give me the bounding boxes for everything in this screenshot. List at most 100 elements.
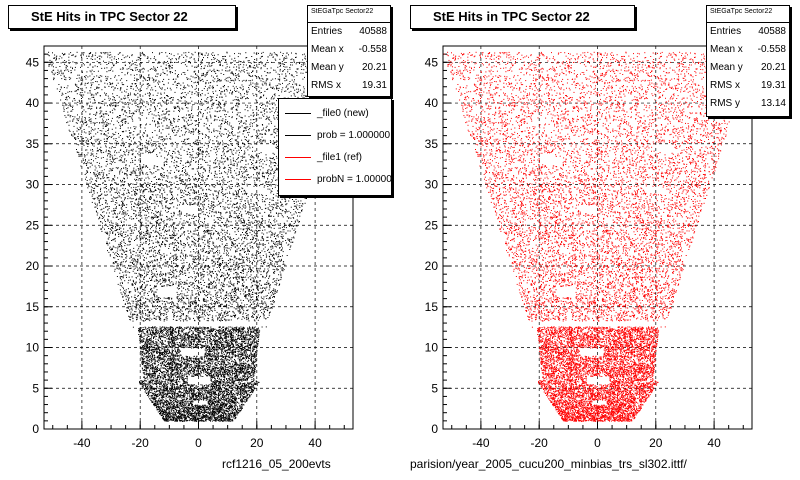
scatter-point bbox=[220, 269, 221, 270]
scatter-point bbox=[205, 344, 207, 346]
scatter-point bbox=[187, 110, 189, 112]
scatter-point bbox=[130, 183, 132, 184]
scatter-point bbox=[241, 401, 243, 403]
scatter-point bbox=[238, 115, 240, 117]
scatter-point bbox=[187, 402, 189, 404]
scatter-point bbox=[103, 172, 105, 174]
scatter-point bbox=[188, 131, 190, 133]
scatter-point bbox=[239, 411, 241, 413]
scatter-point bbox=[207, 57, 209, 59]
scatter-point bbox=[232, 389, 234, 391]
scatter-point bbox=[112, 245, 114, 247]
scatter-point bbox=[141, 68, 143, 70]
scatter-point bbox=[187, 125, 189, 126]
scatter-point bbox=[187, 148, 189, 150]
scatter-point bbox=[267, 186, 269, 187]
scatter-point bbox=[218, 404, 219, 406]
scatter-point bbox=[185, 365, 187, 367]
scatter-point bbox=[215, 184, 217, 186]
scatter-point bbox=[124, 250, 126, 252]
scatter-point bbox=[142, 172, 144, 174]
scatter-point bbox=[176, 307, 178, 309]
scatter-point bbox=[182, 96, 184, 97]
scatter-point bbox=[174, 159, 175, 161]
scatter-point bbox=[105, 149, 107, 151]
scatter-point bbox=[258, 153, 260, 154]
scatter-point bbox=[139, 327, 141, 329]
scatter-point bbox=[76, 104, 78, 106]
scatter-point bbox=[79, 126, 81, 128]
scatter-point bbox=[227, 121, 229, 122]
scatter-point bbox=[169, 87, 171, 89]
scatter-point bbox=[96, 139, 98, 141]
scatter-point bbox=[180, 234, 182, 236]
scatter-point bbox=[164, 355, 166, 357]
scatter-point bbox=[201, 62, 203, 64]
scatter-point bbox=[139, 278, 141, 280]
scatter-point bbox=[218, 79, 220, 81]
scatter-point bbox=[240, 352, 242, 354]
scatter-point bbox=[129, 107, 130, 109]
scatter-point bbox=[263, 177, 265, 179]
scatter-point bbox=[242, 401, 244, 403]
scatter-point bbox=[176, 102, 178, 104]
scatter-point bbox=[184, 256, 186, 258]
scatter-point bbox=[181, 357, 183, 359]
scatter-point bbox=[223, 245, 225, 247]
scatter-point bbox=[229, 249, 231, 251]
scatter-point bbox=[264, 261, 265, 263]
scatter-point bbox=[240, 299, 242, 301]
scatter-point bbox=[288, 243, 290, 245]
scatter-point bbox=[115, 261, 116, 263]
scatter-point bbox=[256, 330, 258, 332]
scatter-point bbox=[117, 223, 119, 225]
scatter-point bbox=[263, 233, 265, 235]
scatter-point bbox=[173, 223, 175, 225]
scatter-point bbox=[229, 237, 231, 239]
scatter-point bbox=[174, 81, 176, 83]
scatter-point bbox=[247, 328, 249, 330]
scatter-point bbox=[87, 138, 89, 140]
scatter-point bbox=[95, 158, 97, 160]
scatter-point bbox=[242, 340, 244, 342]
scatter-point bbox=[195, 152, 197, 154]
scatter-point bbox=[156, 301, 158, 303]
scatter-point bbox=[256, 193, 258, 195]
scatter-point bbox=[273, 52, 275, 54]
scatter-point bbox=[173, 256, 175, 258]
scatter-point bbox=[132, 270, 134, 272]
scatter-point bbox=[246, 377, 248, 379]
scatter-point bbox=[169, 302, 171, 303]
scatter-point bbox=[118, 117, 120, 119]
scatter-point bbox=[285, 232, 287, 234]
scatter-point bbox=[71, 134, 73, 136]
scatter-point bbox=[148, 291, 150, 293]
scatter-point bbox=[296, 204, 298, 206]
scatter-point bbox=[156, 331, 158, 333]
scatter-point bbox=[139, 236, 141, 238]
scatter-point bbox=[142, 370, 144, 371]
scatter-point bbox=[144, 233, 146, 235]
scatter-point bbox=[255, 318, 257, 320]
scatter-point bbox=[221, 282, 223, 284]
scatter-point bbox=[207, 145, 209, 146]
scatter-point bbox=[151, 364, 153, 366]
scatter-point bbox=[169, 355, 171, 357]
scatter-point bbox=[254, 329, 256, 331]
scatter-point bbox=[216, 276, 218, 278]
scatter-point bbox=[129, 66, 131, 68]
scatter-point bbox=[260, 263, 262, 265]
scatter-point bbox=[171, 397, 173, 398]
scatter-point bbox=[238, 149, 240, 151]
scatter-point bbox=[148, 75, 150, 77]
scatter-point bbox=[237, 281, 239, 283]
scatter-point bbox=[93, 71, 95, 72]
scatter-point bbox=[55, 56, 57, 58]
scatter-point bbox=[242, 395, 244, 397]
scatter-point bbox=[216, 399, 218, 401]
scatter-point bbox=[214, 420, 216, 422]
scatter-point bbox=[152, 343, 154, 345]
scatter-point bbox=[155, 70, 157, 72]
scatter-point bbox=[229, 292, 231, 294]
scatter-point bbox=[243, 256, 245, 258]
